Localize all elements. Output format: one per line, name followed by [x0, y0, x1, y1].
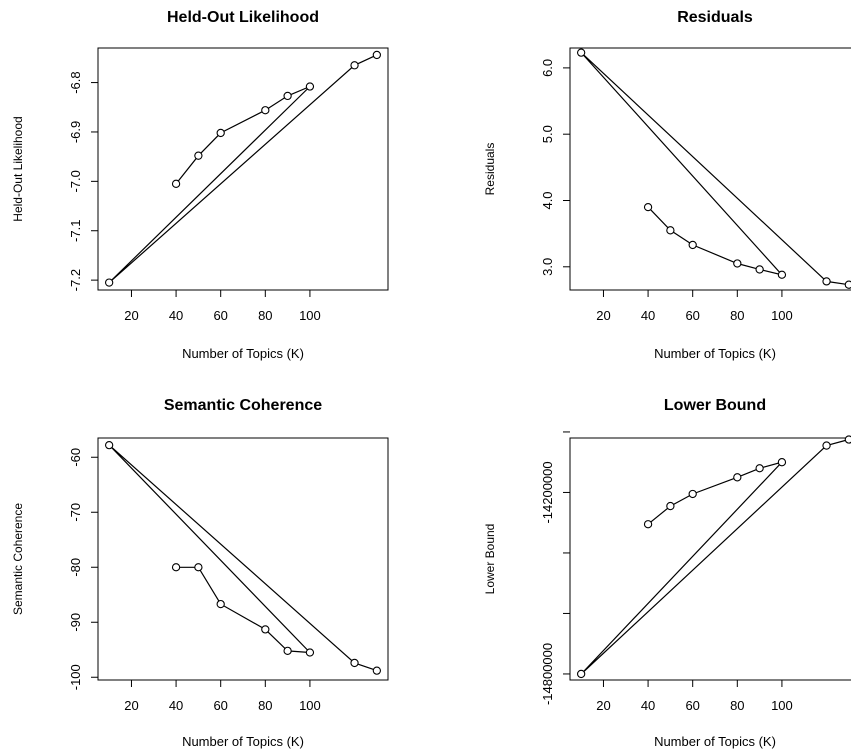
data-point — [350, 61, 359, 70]
plot-frame — [97, 47, 389, 291]
y-tick-label: -6.9 — [68, 121, 83, 143]
data-point — [577, 669, 586, 679]
y-tick-label: -7.1 — [68, 220, 83, 242]
data-point — [372, 666, 381, 675]
x-tick-label: 60 — [213, 698, 227, 713]
data-point — [350, 658, 359, 668]
data-point — [171, 563, 181, 572]
data-point — [822, 277, 831, 286]
y-tick-label: 5.0 — [540, 125, 555, 143]
x-tick-label: 80 — [730, 308, 744, 323]
x-tick-label: 20 — [596, 698, 610, 713]
data-point — [105, 278, 114, 287]
data-point — [777, 458, 787, 467]
x-tick-label: 60 — [685, 308, 699, 323]
chart-panel-3: Semantic Coherence 20 40 60 80 100 -100 -90 -80 -… — [11, 397, 389, 749]
y-tick-label: -14800000 — [540, 643, 555, 705]
y-tick-label: -6.8 — [68, 71, 83, 93]
data-point — [688, 240, 697, 250]
y-tick-label: 4.0 — [540, 191, 555, 209]
data-point — [105, 440, 114, 450]
x-tick-label: 40 — [641, 698, 655, 713]
chart-title: Residuals — [677, 9, 753, 26]
x-tick-label: 40 — [169, 698, 183, 713]
x-tick-label: 40 — [641, 308, 655, 323]
x-tick-label: 20 — [596, 308, 610, 323]
data-point — [261, 106, 270, 115]
data-point — [194, 151, 203, 160]
data-point — [777, 270, 787, 279]
data-point — [194, 563, 203, 572]
chart-title: Held-Out Likelihood — [167, 9, 319, 26]
data-point — [733, 473, 742, 482]
data-point — [688, 489, 697, 499]
data-point — [577, 48, 586, 57]
y-axis-label: Semantic Coherence — [11, 503, 25, 615]
plot-frame — [569, 47, 851, 291]
y-tick-label: -70 — [68, 503, 83, 522]
data-point — [372, 50, 381, 60]
data-point — [755, 265, 764, 274]
data-point — [666, 226, 675, 235]
data-point — [643, 520, 653, 529]
data-point — [171, 179, 181, 188]
data-point — [733, 259, 742, 268]
y-tick-label: -90 — [68, 613, 83, 632]
x-tick-label: 80 — [258, 698, 272, 713]
x-axis-label: Number of Topics (K) — [654, 346, 776, 361]
data-point — [844, 280, 851, 289]
x-tick-label: 20 — [124, 698, 138, 713]
chart-panel-2: Residuals 20 40 60 80 100 3.0 4.0 5.0 6.0 Number o… — [483, 9, 851, 361]
data-point — [283, 646, 292, 655]
data-point — [844, 435, 851, 444]
data-point — [216, 128, 225, 138]
y-tick-label: 3.0 — [540, 258, 555, 276]
y-tick-label: -100 — [68, 664, 83, 690]
data-point — [822, 441, 831, 450]
x-axis-label: Number of Topics (K) — [182, 734, 304, 749]
y-tick-label: -60 — [68, 448, 83, 467]
x-tick-label: 40 — [169, 308, 183, 323]
y-axis-label: Residuals — [483, 143, 497, 196]
x-axis-label: Number of Topics (K) — [654, 734, 776, 749]
y-tick-label: -14200000 — [540, 461, 555, 523]
y-tick-label: 6.0 — [540, 59, 555, 77]
plot-frame — [97, 437, 389, 681]
plot-frame — [569, 437, 851, 681]
data-point — [643, 202, 653, 212]
data-point — [261, 625, 270, 634]
y-tick-label: -7.0 — [68, 170, 83, 192]
x-tick-label: 100 — [299, 308, 321, 323]
data-point — [305, 82, 315, 91]
data-point — [283, 91, 292, 101]
y-axis-label: Held-Out Likelihood — [11, 116, 25, 221]
chart-panel-4: Lower Bound 20 40 60 80 100 -14800000 -14200000… — [483, 397, 851, 749]
data-point — [305, 648, 315, 657]
y-tick-label: -80 — [68, 558, 83, 577]
x-tick-label: 20 — [124, 308, 138, 323]
chart-title: Semantic Coherence — [164, 397, 322, 414]
data-point — [216, 599, 225, 609]
x-tick-label: 80 — [258, 308, 272, 323]
data-point — [755, 464, 764, 473]
y-axis-label: Lower Bound — [483, 524, 497, 595]
x-tick-label: 60 — [685, 698, 699, 713]
chart-panel-1: Held-Out Likelihood 20 40 60 80 100 -7.2 -7.1 -7… — [11, 9, 389, 361]
chart-title: Lower Bound — [664, 397, 766, 414]
x-axis-label: Number of Topics (K) — [182, 346, 304, 361]
x-tick-label: 100 — [299, 698, 321, 713]
x-tick-label: 80 — [730, 698, 744, 713]
y-tick-label: -7.2 — [68, 269, 83, 291]
x-tick-label: 60 — [213, 308, 227, 323]
x-tick-label: 100 — [771, 698, 793, 713]
x-tick-label: 100 — [771, 308, 793, 323]
data-point — [666, 501, 675, 511]
